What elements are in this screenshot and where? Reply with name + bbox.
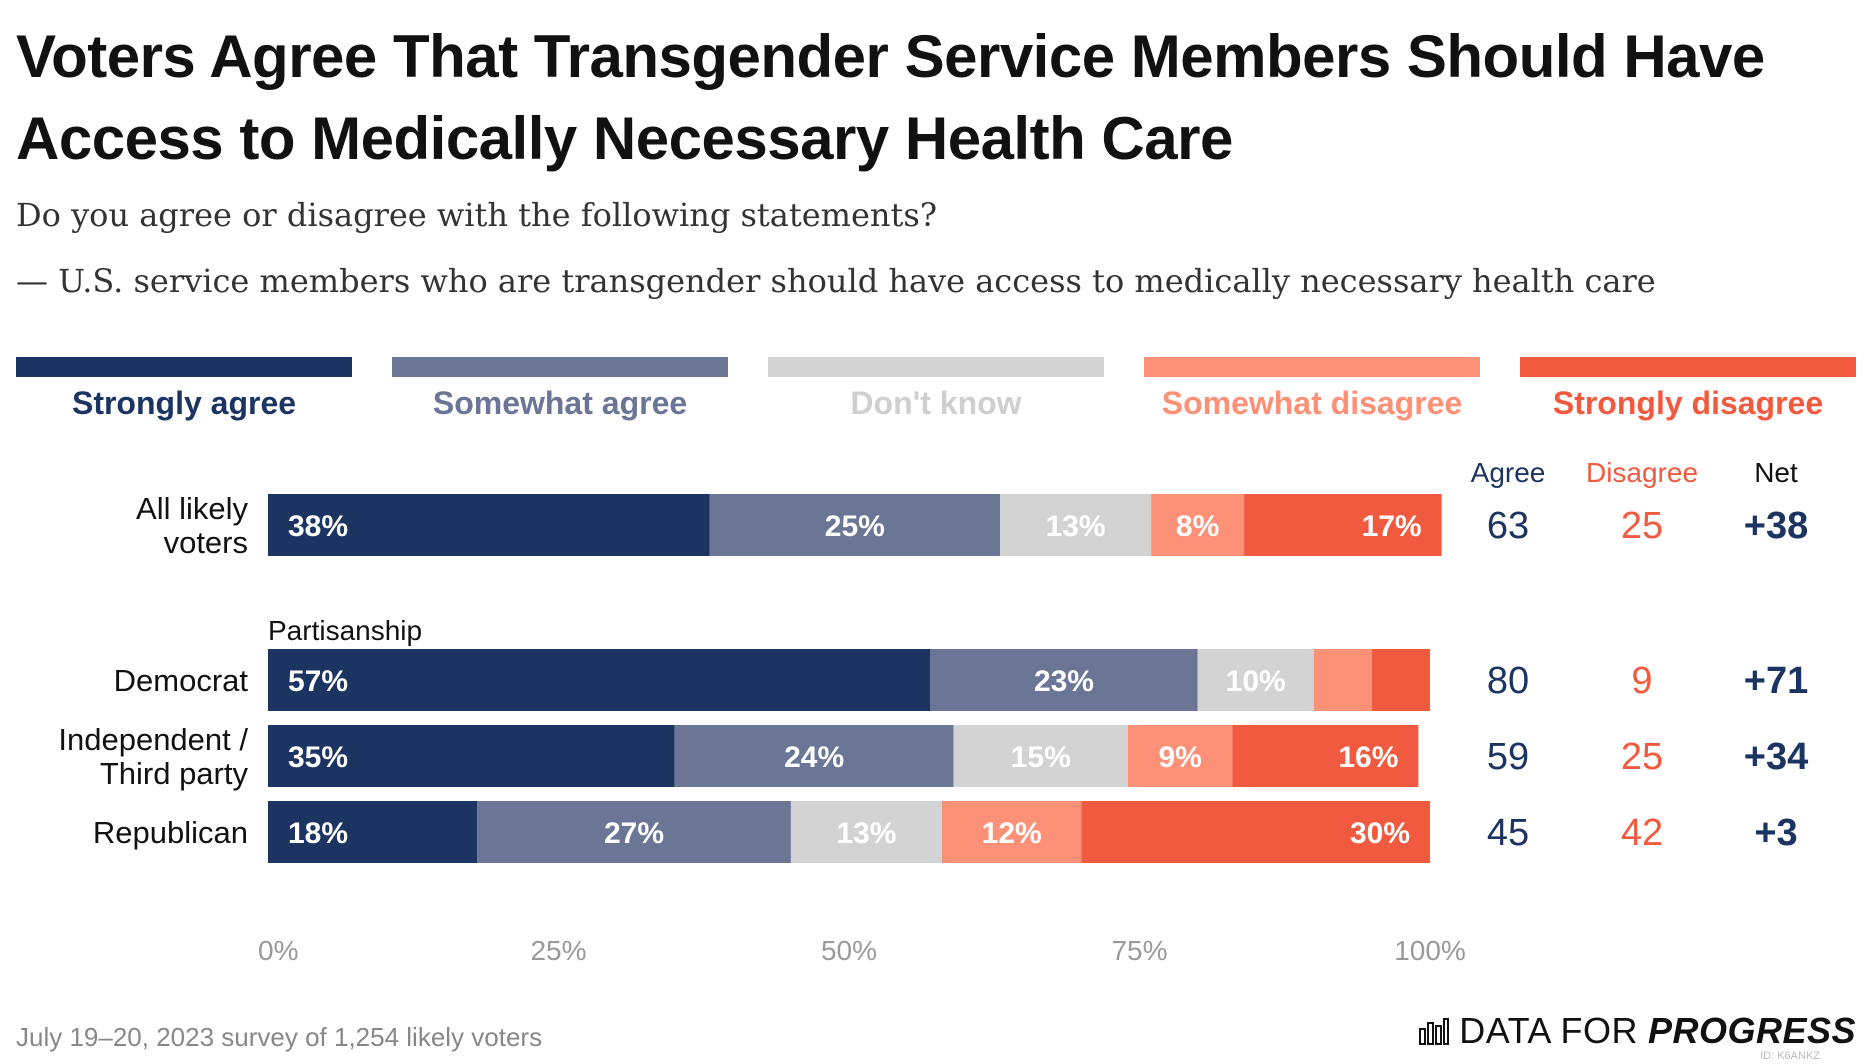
legend-label-strongly-disagree: Strongly disagree [1552,385,1824,421]
bar-segment-r1-s4 [1371,649,1430,711]
bar-segment-r3-s1 [477,801,791,863]
bar-label-r2-s0: 35% [288,741,348,774]
bar-segment-r2-s2 [953,725,1128,787]
summary-agree-r3: 45 [1487,812,1529,854]
group-label-partisanship: Partisanship [268,615,422,646]
bar-label-r3-s1: 27% [604,817,664,850]
legend-item-somewhat-agree: Somewhat agree [392,357,728,427]
bar-segment-r2-s4 [1232,725,1419,787]
category-label-r3-l0: Republican [93,815,248,850]
bar-label-r3-s3: 12% [982,817,1042,850]
survey-note: July 19–20, 2023 survey of 1,254 likely … [16,1022,543,1052]
bar-segment-r0-s1 [709,494,1001,556]
legend: Strongly agree Somewhat agree Don't know… [16,357,1856,427]
x-tick-label-3: 75% [1111,935,1167,966]
summary-disagree-r0: 25 [1621,505,1663,547]
category-label-r2-l1: Third party [100,756,249,791]
summary-disagree-r1: 9 [1631,660,1652,702]
bar-segment-r3-s0 [268,801,478,863]
brand-logo: DATA FOR PROGRESS [1419,1010,1856,1052]
bar-label-r0-s3: 8% [1176,510,1219,543]
summary-net-r2: +34 [1744,736,1808,778]
legend-swatch-strongly-disagree [1520,357,1856,377]
category-label-r2-l0: Independent / [58,722,248,757]
summary-agree-r1: 80 [1487,660,1529,702]
bar-segment-r2-s0 [268,725,675,787]
x-tick-label-1: 25% [530,935,586,966]
bar-label-r3-s0: 18% [288,817,348,850]
legend-label-somewhat-disagree: Somewhat disagree [1161,385,1463,421]
bar-label-r2-s4: 16% [1338,741,1398,774]
bar-chart-icon [1419,1018,1450,1045]
bar-label-r2-s2: 15% [1011,741,1071,774]
bar-label-r1-s1: 23% [1034,665,1094,698]
legend-swatch-somewhat-disagree [1144,357,1480,377]
x-tick-label-0: 0% [258,935,298,966]
bar-label-r0-s0: 38% [288,510,348,543]
bar-segment-r3-s2 [790,801,942,863]
bar-segment-r1-s2 [1197,649,1314,711]
bar-segment-r2-s3 [1127,725,1233,787]
header-disagree: Disagree [1586,457,1698,488]
category-label-r0-l0: All likely [136,491,248,526]
chart-title: Voters Agree That Transgender Service Me… [16,23,1765,172]
bar-segment-r3-s4 [1081,801,1430,863]
brand-text-light: DATA FOR [1459,1010,1638,1051]
summary-disagree-r3: 42 [1621,812,1663,854]
summary-agree-r2: 59 [1487,736,1529,778]
category-label-r1-l0: Democrat [114,663,249,698]
legend-item-strongly-disagree: Strongly disagree [1520,357,1856,427]
bar-segment-r2-s1 [674,725,954,787]
bar-segment-r1-s1 [930,649,1198,711]
bar-label-r0-s2: 13% [1046,510,1106,543]
bar-label-r3-s4: 30% [1350,817,1410,850]
summary-net-r0: +38 [1744,505,1808,547]
legend-label-somewhat-agree: Somewhat agree [432,385,688,421]
bar-label-r0-s1: 25% [825,510,885,543]
legend-label-dont-know: Don't know [850,385,1022,421]
bar-segment-r0-s2 [1000,494,1152,556]
x-tick-label-2: 50% [821,935,877,966]
bar-label-r3-s2: 13% [836,817,896,850]
category-label-r0-l1: voters [164,525,248,560]
legend-swatch-somewhat-agree [392,357,728,377]
header-agree: Agree [1471,457,1546,488]
summary-net-r3: +3 [1754,812,1797,854]
bar-label-r2-s3: 9% [1158,741,1201,774]
brand-text-bold: PROGRESS [1647,1010,1856,1051]
bar-label-r1-s2: 10% [1226,665,1286,698]
x-tick-label-4: 100% [1394,935,1466,966]
legend-item-somewhat-disagree: Somewhat disagree [1144,357,1480,427]
bar-segment-r1-s3 [1313,649,1372,711]
summary-disagree-r2: 25 [1621,736,1663,778]
bar-segment-r3-s3 [941,801,1082,863]
legend-item-dont-know: Don't know [768,357,1104,427]
bar-segment-r0-s4 [1244,494,1442,556]
legend-swatch-strongly-agree [16,357,352,377]
bar-segment-r0-s3 [1151,494,1245,556]
bar-segment-r1-s0 [268,649,931,711]
legend-item-strongly-agree: Strongly agree [16,357,352,427]
summary-net-r1: +71 [1744,660,1808,702]
bar-segment-r0-s0 [268,494,710,556]
chart-subtitle: Do you agree or disagree with the follow… [16,196,937,234]
bar-label-r2-s1: 24% [784,741,844,774]
bar-label-r1-s0: 57% [288,665,348,698]
bar-label-r0-s4: 17% [1362,510,1422,543]
legend-label-strongly-agree: Strongly agree [71,385,297,421]
summary-agree-r0: 63 [1487,505,1529,547]
chart-id: ID: K6ANKZ [1760,1050,1820,1062]
statement-text: — U.S. service members who are transgend… [16,262,1656,300]
legend-swatch-dont-know [768,357,1104,377]
header-net: Net [1754,457,1798,488]
